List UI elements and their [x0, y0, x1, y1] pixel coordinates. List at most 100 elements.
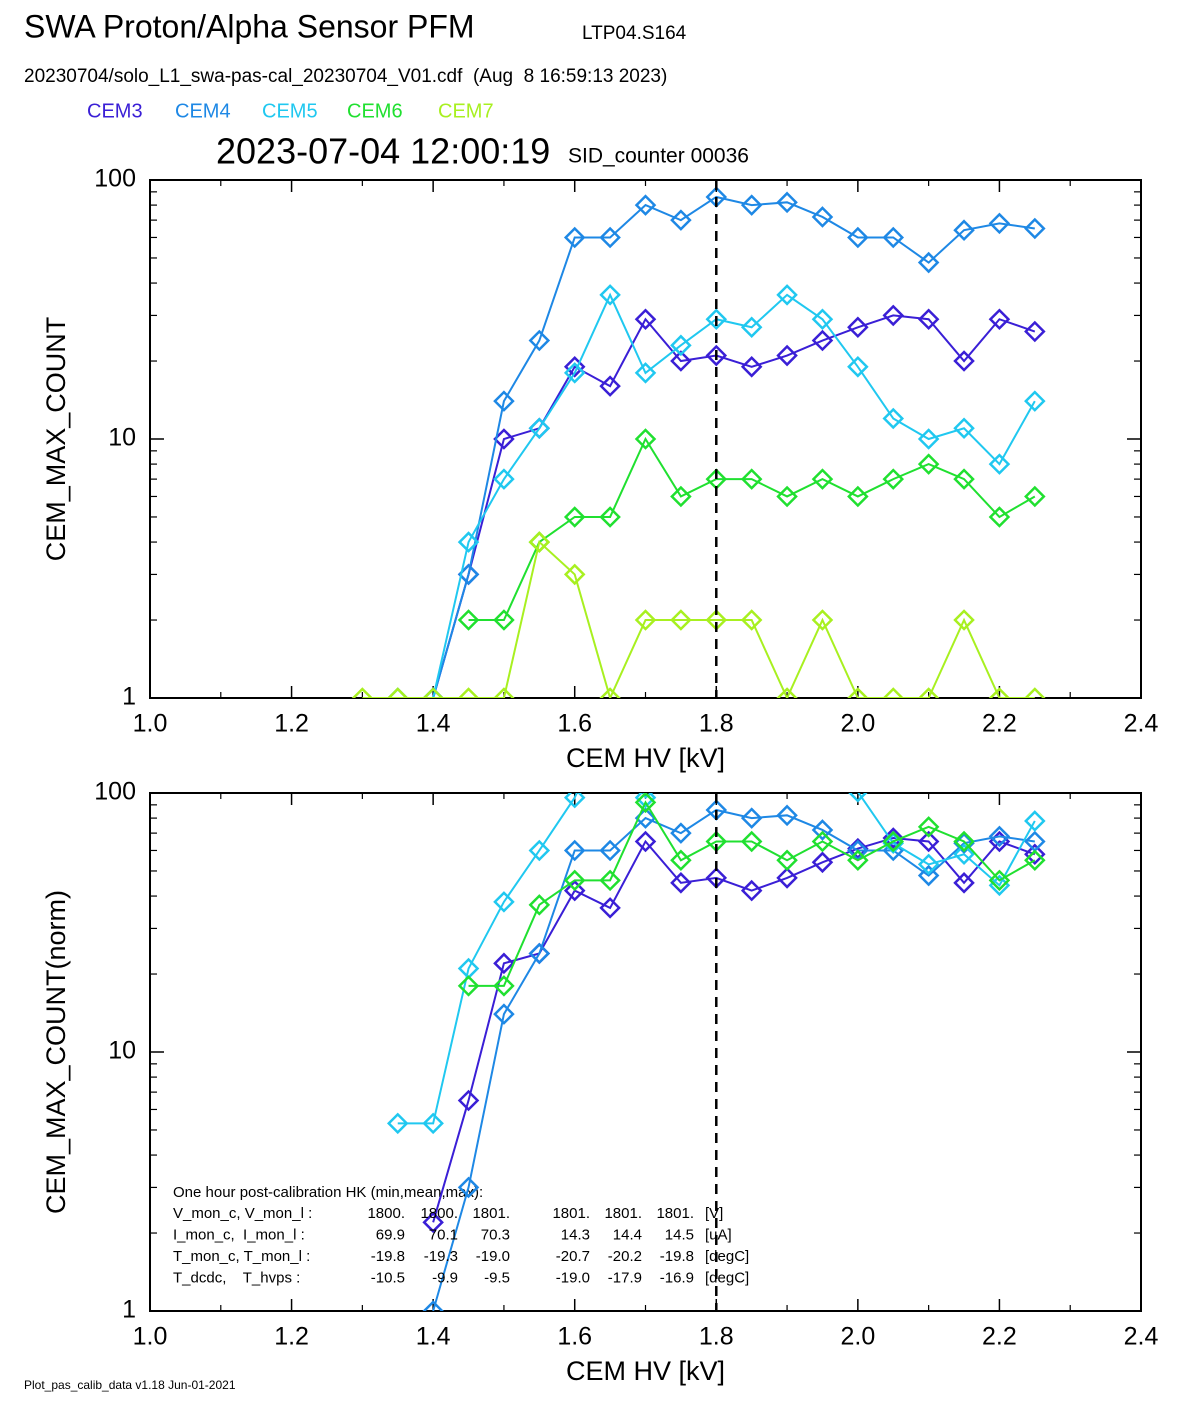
diamond-marker — [988, 869, 1011, 892]
diamond-marker — [493, 1003, 515, 1025]
diamond-marker — [740, 468, 763, 490]
series-line — [397, 793, 1036, 1125]
diamond-marker — [776, 191, 798, 214]
diamond-marker — [953, 219, 975, 241]
diamond-marker — [847, 226, 869, 249]
x-tick-label: 1.0 — [133, 1323, 168, 1351]
diamond-marker — [599, 375, 621, 397]
hk-label: I_mon_c, I_mon_l : — [173, 1226, 305, 1243]
diamond-marker — [811, 308, 834, 331]
diamond-marker — [634, 793, 657, 809]
x-tick-label: 1.4 — [416, 1323, 451, 1351]
file-name: 20230704/solo_L1_swa-pas-cal_20230704_V0… — [24, 66, 667, 87]
diamond-marker — [634, 609, 657, 631]
x-tick-label: 1.2 — [274, 710, 309, 738]
hk-value: 1801. — [656, 1205, 694, 1222]
diamond-marker — [882, 687, 905, 698]
diamond-marker — [634, 362, 657, 384]
diamond-marker — [740, 807, 763, 829]
diamond-marker — [811, 819, 834, 841]
diamond-marker — [1024, 217, 1046, 240]
legend-entry: CEM5 — [262, 100, 318, 122]
diamond-marker — [386, 1112, 409, 1135]
diamond-marker — [811, 468, 834, 490]
diamond-marker — [563, 879, 586, 902]
y-tick-label: 100 — [94, 165, 136, 193]
diamond-marker — [917, 864, 940, 887]
hk-label: T_mon_c, T_mon_l : — [173, 1248, 310, 1265]
diamond-marker — [457, 975, 480, 997]
diamond-marker — [776, 485, 798, 508]
hk-value: -19.0 — [476, 1248, 510, 1265]
hk-value: -9.5 — [484, 1269, 510, 1286]
x-tick-label: 2.2 — [982, 1323, 1017, 1351]
diamond-marker — [740, 609, 763, 631]
series-line — [432, 195, 1035, 698]
y-tick-label: 100 — [94, 778, 136, 806]
diamond-marker — [953, 872, 975, 894]
hk-value: 14.5 — [665, 1226, 694, 1243]
diamond-marker — [740, 194, 763, 216]
hk-unit: [degC] — [705, 1269, 749, 1286]
diamond-marker — [882, 830, 905, 853]
hk-value: -19.0 — [556, 1269, 590, 1286]
diamond-marker — [670, 350, 692, 372]
diamond-marker — [1024, 320, 1046, 343]
diamond-marker — [1024, 485, 1046, 508]
diamond-marker — [493, 428, 515, 450]
diamond-marker — [811, 206, 834, 228]
diamond-marker — [811, 851, 834, 874]
hk-value: -10.5 — [371, 1269, 405, 1286]
hk-value: 14.4 — [613, 1226, 642, 1243]
diamond-marker — [811, 830, 834, 853]
diamond-marker — [563, 793, 586, 809]
series-line — [362, 540, 1035, 698]
diamond-marker — [917, 687, 940, 698]
diamond-marker — [422, 1112, 444, 1135]
diamond-marker — [457, 1176, 480, 1199]
diamond-marker — [599, 687, 621, 698]
diamond-marker — [740, 356, 763, 378]
diamond-marker — [563, 869, 586, 892]
diamond-marker — [599, 284, 621, 306]
hk-value: 1800. — [367, 1205, 405, 1222]
y-axis-label: CEM_MAX_COUNT(norm) — [41, 890, 71, 1214]
x-tick-label: 1.6 — [557, 710, 592, 738]
diamond-marker — [493, 891, 515, 913]
diamond-marker — [988, 687, 1011, 698]
diamond-marker — [988, 308, 1011, 331]
diamond-marker — [917, 853, 940, 876]
diamond-marker — [953, 468, 975, 490]
hk-unit: [degC] — [705, 1248, 749, 1265]
hk-unit: [uA] — [705, 1226, 732, 1243]
y-tick-label: 10 — [108, 1037, 136, 1065]
diamond-marker — [563, 506, 586, 528]
hk-value: -19.3 — [424, 1248, 458, 1265]
diamond-marker — [917, 428, 940, 450]
diamond-marker — [493, 609, 515, 631]
diamond-marker — [847, 687, 869, 698]
footer: Plot_pas_calib_data v1.18 Jun-01-2021 — [24, 1378, 236, 1392]
x-tick-label: 2.0 — [840, 1323, 875, 1351]
x-tick-label: 1.2 — [274, 1323, 309, 1351]
hk-value: 70.3 — [481, 1226, 510, 1243]
x-axis-label: CEM HV [kV] — [566, 743, 725, 773]
hk-value: 1801. — [604, 1205, 642, 1222]
diamond-marker — [599, 506, 621, 528]
diamond-marker — [988, 506, 1011, 528]
y-tick-label: 10 — [108, 424, 136, 452]
diamond-marker — [351, 687, 374, 698]
x-tick-label: 1.0 — [133, 710, 168, 738]
diamond-marker — [811, 329, 834, 352]
diamond-marker — [563, 226, 586, 249]
diamond-marker — [457, 609, 480, 631]
diamond-marker — [776, 849, 798, 872]
x-tick-label: 2.4 — [1124, 710, 1159, 738]
hk-value: -19.8 — [660, 1248, 694, 1265]
diamond-marker — [1024, 390, 1046, 412]
diamond-marker — [776, 867, 798, 889]
diamond-marker — [670, 609, 692, 631]
diamond-marker — [953, 830, 975, 853]
diamond-marker — [1024, 849, 1046, 872]
diamond-marker — [634, 194, 657, 216]
